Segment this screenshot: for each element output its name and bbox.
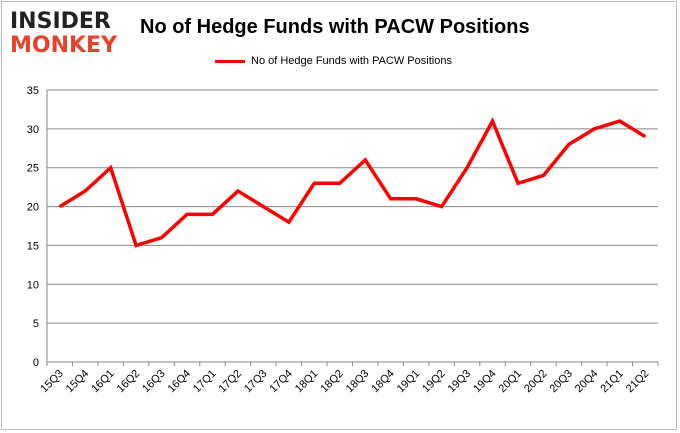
data-point bbox=[339, 182, 341, 184]
data-point bbox=[288, 221, 290, 223]
data-point bbox=[644, 136, 646, 138]
insider-monkey-logo: INSIDER MONKEY bbox=[10, 10, 117, 58]
y-tick-label: 30 bbox=[27, 124, 39, 136]
x-tick-label: 17Q4 bbox=[267, 368, 295, 396]
series-line bbox=[58, 117, 647, 248]
data-point bbox=[211, 213, 213, 215]
x-tick-label: 16Q1 bbox=[89, 368, 117, 396]
x-tick-label: 15Q3 bbox=[38, 368, 66, 396]
x-tick-label: 16Q2 bbox=[115, 368, 143, 396]
data-point bbox=[593, 128, 595, 130]
data-point bbox=[135, 244, 137, 246]
y-tick-label: 25 bbox=[27, 163, 39, 175]
logo-line1: INSIDER bbox=[10, 9, 111, 34]
data-point bbox=[568, 143, 570, 145]
x-tick-label: 19Q1 bbox=[395, 368, 423, 396]
x-tick-label: 16Q3 bbox=[140, 368, 168, 396]
x-tick-label: 18Q3 bbox=[344, 368, 372, 396]
y-tick-label: 5 bbox=[33, 318, 39, 330]
logo-line2: MONKEY bbox=[10, 33, 118, 58]
legend-swatch bbox=[215, 59, 245, 63]
data-point bbox=[517, 182, 519, 184]
data-point bbox=[542, 174, 544, 176]
data-point bbox=[390, 198, 392, 200]
x-tick-label: 18Q4 bbox=[369, 368, 397, 396]
x-tick-label: 20Q1 bbox=[497, 368, 525, 396]
data-point bbox=[59, 206, 61, 208]
x-tick-label: 20Q3 bbox=[547, 368, 575, 396]
x-tick-label: 17Q2 bbox=[217, 368, 245, 396]
x-tick-label: 17Q1 bbox=[191, 368, 219, 396]
y-tick-label: 0 bbox=[33, 357, 39, 369]
x-tick-label: 20Q4 bbox=[573, 368, 601, 396]
x-tick-label: 20Q2 bbox=[522, 368, 550, 396]
data-point bbox=[262, 206, 264, 208]
data-point bbox=[619, 120, 621, 122]
x-tick-label: 16Q4 bbox=[166, 368, 194, 396]
x-tick-label: 19Q4 bbox=[471, 368, 499, 396]
x-tick-label: 17Q3 bbox=[242, 368, 270, 396]
data-point bbox=[161, 237, 163, 239]
data-point bbox=[466, 167, 468, 169]
x-tick-label: 19Q3 bbox=[446, 368, 474, 396]
data-point bbox=[237, 190, 239, 192]
data-point bbox=[84, 190, 86, 192]
y-tick-label: 35 bbox=[27, 85, 39, 97]
data-point bbox=[441, 206, 443, 208]
data-point bbox=[186, 213, 188, 215]
x-tick-label: 21Q1 bbox=[598, 368, 626, 396]
x-tick-label: 21Q2 bbox=[624, 368, 652, 396]
data-point bbox=[364, 159, 366, 161]
data-point bbox=[110, 167, 112, 169]
x-tick-label: 15Q4 bbox=[64, 368, 92, 396]
y-tick-label: 20 bbox=[27, 202, 39, 214]
data-point bbox=[415, 198, 417, 200]
x-tick-label: 18Q2 bbox=[318, 368, 346, 396]
chart-title: No of Hedge Funds with PACW Positions bbox=[140, 16, 530, 38]
data-point bbox=[492, 120, 494, 122]
x-tick-label: 18Q1 bbox=[293, 368, 321, 396]
y-tick-label: 10 bbox=[27, 279, 39, 291]
y-tick-label: 15 bbox=[27, 240, 39, 252]
legend-label: No of Hedge Funds with PACW Positions bbox=[251, 55, 452, 67]
data-point bbox=[313, 182, 315, 184]
x-tick-label: 19Q2 bbox=[420, 368, 448, 396]
legend: No of Hedge Funds with PACW Positions bbox=[215, 55, 452, 67]
